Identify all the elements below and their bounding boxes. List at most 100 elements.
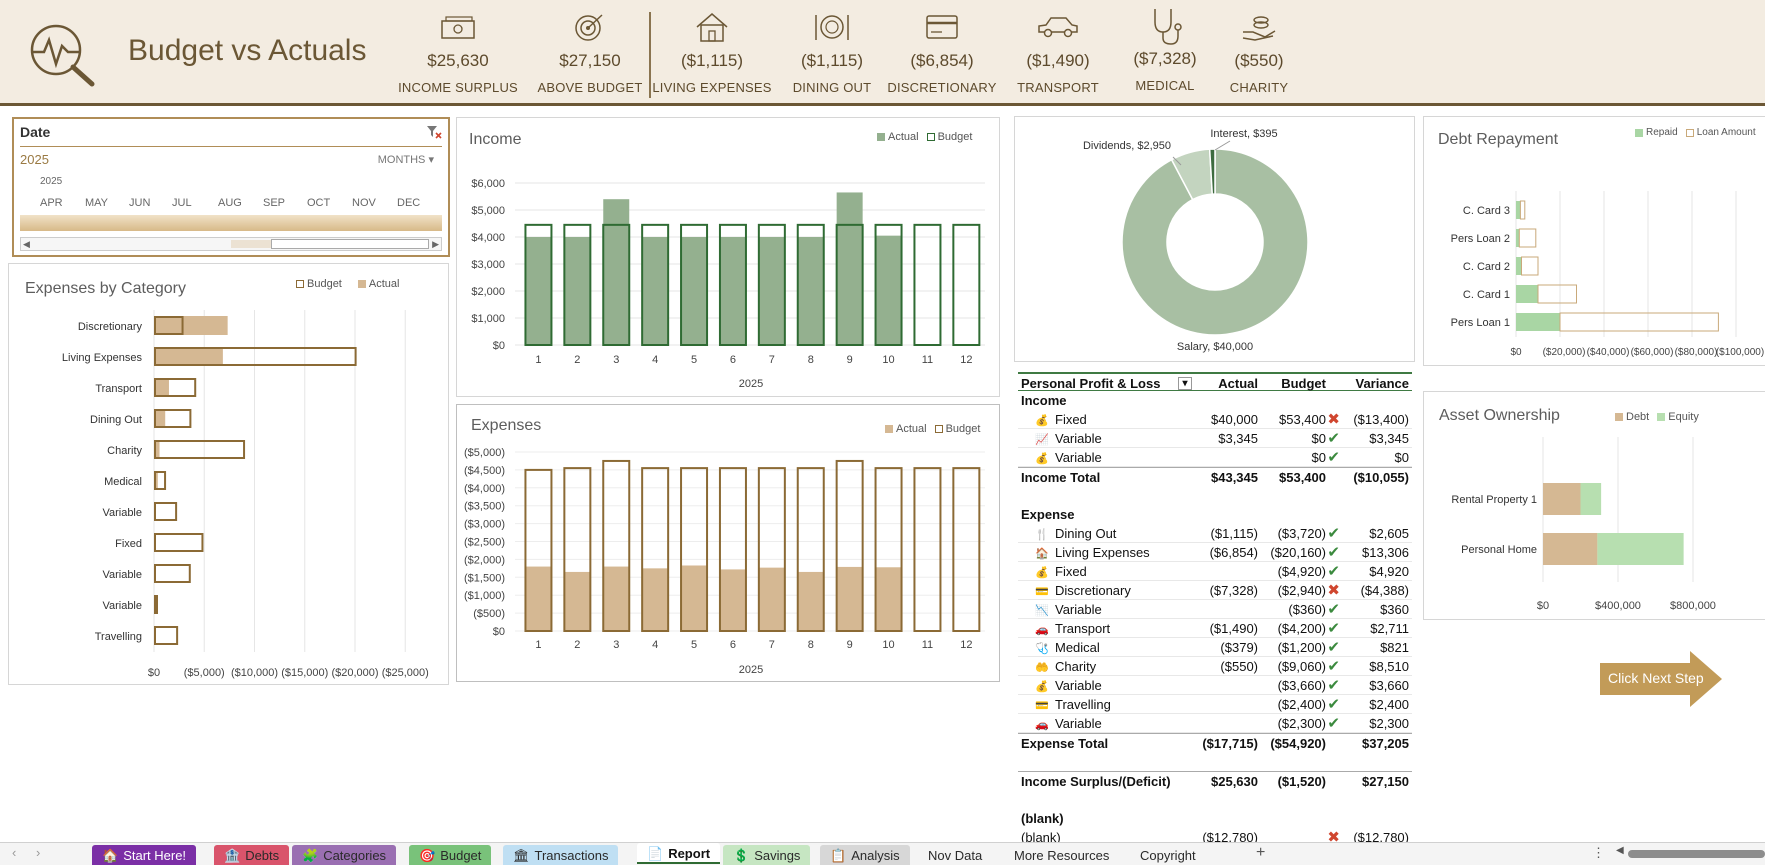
check-icon: ✔ [1327, 449, 1340, 466]
row-label-cell: (blank) [1021, 828, 1061, 847]
debt-repayment-panel: Debt Repayment Repaid Loan Amount $0 ($20… [1423, 116, 1765, 366]
sheet-tab[interactable]: More Resources [1004, 845, 1119, 865]
bar-budget [680, 223, 709, 346]
y-tick-label: $4,000 [471, 232, 505, 244]
slicer-month[interactable]: NOV [352, 197, 376, 209]
actual-cell: $3,345 [1218, 431, 1258, 446]
kpi-label: MEDICAL [1135, 78, 1195, 93]
bar-budget [874, 467, 903, 632]
bar-budget [154, 564, 191, 583]
row-label-cell: Expense Total [1021, 734, 1108, 753]
x-tick-label: $0 [1510, 347, 1522, 358]
x-axis-title: 2025 [739, 378, 763, 390]
bar-actual [681, 237, 708, 345]
kpi-value: ($1,115) [800, 51, 864, 70]
sheet-tab[interactable]: 💲 Savings [723, 845, 811, 865]
tab-scroll-left-icon[interactable]: ‹ [12, 845, 17, 860]
chart-legend: Repaid Loan Amount [1635, 127, 1756, 138]
slicer-scrollbar[interactable]: ◀ ▶ [20, 237, 442, 251]
check-icon: ✔ [1327, 525, 1340, 542]
slicer-month[interactable]: MAY [85, 197, 109, 209]
bar-loan-amount [1537, 284, 1577, 304]
chart-icon: 📈 [1035, 434, 1049, 446]
clear-filter-icon[interactable] [426, 125, 442, 139]
bar-actual [758, 237, 785, 345]
more-options-icon[interactable]: ⋮ [1592, 845, 1605, 860]
slice-label: Interest, $395 [1210, 128, 1277, 140]
variance-cell: $360 [1380, 602, 1409, 617]
filter-dropdown-icon[interactable]: ▾ [1178, 377, 1192, 390]
slicer-month[interactable]: DEC [397, 197, 421, 209]
slicer-year-filter[interactable]: 2025 [20, 152, 49, 167]
row-label-cell: 🚗 Transport [1021, 619, 1110, 640]
legend-item: Budget [926, 131, 973, 143]
date-slicer[interactable]: Date 2025 MONTHS ▾ 2025 APR MAY JUN JUL … [12, 117, 450, 257]
kpi-value: ($550) [1234, 51, 1284, 70]
slicer-month[interactable]: SEP [263, 197, 286, 209]
kpi-charity: ($550) CHARITY [1194, 12, 1324, 95]
tab-scroll-right-icon[interactable]: › [36, 845, 41, 860]
tab-icon: 🧩 [302, 848, 319, 863]
slicer-month[interactable]: APR [40, 197, 63, 209]
sheet-tab[interactable]: 📄 Report [637, 843, 721, 864]
row-label: Charity [1055, 659, 1097, 674]
row-label-cell: 🤲 Charity [1021, 657, 1096, 678]
add-sheet-button[interactable]: + [1256, 844, 1266, 861]
budget-cell: $0 [1311, 431, 1326, 446]
chart-legend: Budget Actual [296, 278, 399, 290]
row-label-cell: 💰 Variable [1021, 676, 1102, 697]
money-bag-icon: 💰 [1035, 567, 1049, 579]
slicer-month[interactable]: AUG [218, 197, 242, 209]
income-mix-panel: Salary, $40,000 Dividends, $2,950 Interest… [1014, 116, 1415, 362]
slicer-month[interactable]: JUL [172, 197, 192, 209]
scroll-left-icon[interactable]: ◀ [23, 239, 30, 249]
bar-budget [757, 223, 786, 346]
charity-icon [1242, 16, 1276, 41]
budget-cell: $53,400 [1279, 470, 1326, 485]
legend-swatch [934, 425, 943, 433]
budget-cell: $0 [1311, 450, 1326, 465]
sheet-tab[interactable]: 🏠 Start Here! [92, 845, 197, 865]
table-row: 📉 Variable ($360) ✔ $360 [1018, 600, 1412, 619]
chart-legend: Actual Budget [877, 131, 972, 143]
slicer-month[interactable]: OCT [307, 197, 331, 209]
actual-cell: ($550) [1220, 659, 1258, 674]
x-tick-label: 1 [535, 354, 541, 366]
x-tick-label: ($20,000) [1543, 347, 1586, 358]
sheet-tab[interactable]: 🎯 Budget [409, 845, 492, 865]
bar-budget [154, 626, 179, 645]
legend-label: Budget [937, 131, 973, 143]
bar-debt [1543, 533, 1598, 565]
row-label: Living Expenses [1055, 545, 1150, 560]
sheet-tab[interactable]: 🏛 Transactions [503, 845, 619, 865]
bar-budget [602, 459, 631, 633]
kpi-above-budget: $27,150 ABOVE BUDGET [525, 12, 655, 95]
legend-swatch [926, 133, 935, 141]
slicer-period-dropdown[interactable]: MONTHS ▾ [378, 153, 434, 166]
tab-label: Savings [754, 848, 801, 863]
sheet-tab[interactable]: 🏦 Debts [214, 845, 290, 865]
horizontal-scrollbar[interactable] [1628, 850, 1765, 858]
hscroll-left-icon[interactable]: ◀ [1616, 845, 1624, 856]
table-row: 💰 Variable $0 ✔ $0 [1018, 448, 1412, 467]
plate-icon [815, 15, 849, 40]
bar-repaid [1516, 229, 1520, 247]
slicer-month[interactable]: JUN [129, 197, 151, 209]
next-step-button[interactable]: Click Next Step [1600, 651, 1722, 707]
variance-cell: $13,306 [1362, 545, 1409, 560]
bar-budget [154, 409, 192, 428]
sheet-tab[interactable]: 🧩 Categories [292, 845, 397, 865]
cross-icon: ✖ [1327, 411, 1340, 428]
row-label: Variable [1055, 678, 1102, 693]
slicer-timeline-bar[interactable] [20, 215, 442, 231]
sheet-tab[interactable]: Nov Data [918, 845, 992, 865]
legend-label: Loan Amount [1696, 127, 1756, 138]
variance-cell: $2,711 [1370, 621, 1409, 636]
column-header: Budget [1281, 376, 1326, 391]
sheet-tab[interactable]: Copyright [1130, 845, 1206, 865]
scroll-right-icon[interactable]: ▶ [432, 239, 439, 249]
sheet-tab[interactable]: 📋 Analysis [820, 845, 910, 865]
slicer-divider [20, 146, 442, 147]
leader-line [1172, 156, 1182, 166]
scroll-thumb[interactable] [271, 239, 429, 249]
